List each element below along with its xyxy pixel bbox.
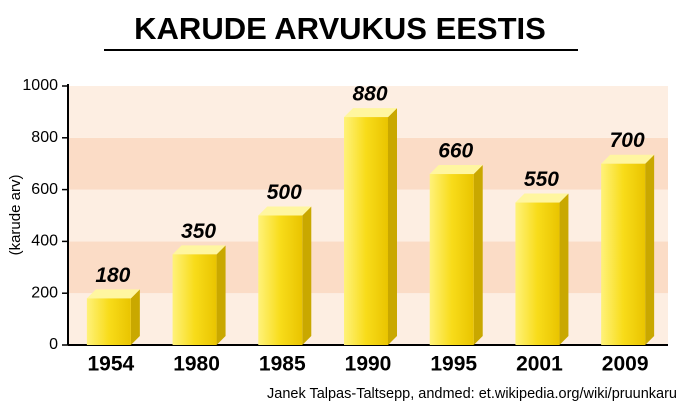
bar-top (601, 154, 655, 164)
y-tick-label: 600 (31, 181, 58, 198)
bar (601, 163, 646, 345)
bar-top (258, 206, 312, 216)
bar-side (559, 193, 569, 345)
x-tick-label: 2001 (516, 353, 563, 376)
bar-group (172, 245, 226, 345)
bar-top (429, 165, 483, 175)
x-tick-label: 1980 (173, 353, 220, 376)
value-label: 350 (181, 220, 216, 243)
x-tick-label: 2009 (602, 353, 649, 376)
bar (86, 298, 131, 345)
bar-group (344, 108, 397, 345)
bar-side (388, 108, 397, 345)
bar (429, 174, 474, 345)
bar (258, 215, 303, 345)
value-label: 880 (352, 83, 387, 106)
bar-side (645, 154, 655, 345)
bar-group (515, 193, 569, 345)
x-tick-label: 1954 (87, 353, 134, 376)
y-tick-label: 1000 (22, 77, 58, 94)
bar-top (515, 193, 569, 203)
bar-group (86, 289, 140, 345)
x-tick-label: 1990 (345, 353, 392, 376)
bar-side (302, 206, 312, 345)
value-label: 180 (95, 264, 130, 287)
bar-top (172, 245, 226, 255)
y-tick-label: 0 (49, 336, 58, 353)
y-axis-label: (karude arv) (7, 175, 24, 256)
bar-side (473, 165, 483, 345)
x-tick-label: 1995 (430, 353, 477, 376)
bar-side (216, 245, 226, 345)
source-note: Janek Talpas-Taltsepp, andmed: et.wikipe… (267, 386, 677, 402)
bar-group (258, 206, 312, 345)
bar-top (86, 289, 140, 299)
y-tick-label: 400 (31, 233, 58, 250)
value-label: 700 (610, 129, 645, 152)
y-tick-label: 200 (31, 284, 58, 301)
bar (515, 202, 560, 345)
bar-group (601, 154, 655, 345)
value-label: 660 (438, 140, 473, 163)
bar-top (344, 108, 397, 118)
bar-group (429, 165, 483, 345)
bar (172, 254, 217, 345)
x-tick-label: 1985 (259, 353, 306, 376)
value-label: 500 (267, 181, 302, 204)
value-label: 550 (524, 168, 559, 191)
bar-side (130, 289, 140, 345)
y-tick-label: 800 (31, 129, 58, 146)
chart-title: KARUDE ARVUKUS EESTIS (134, 11, 546, 46)
bar (344, 117, 388, 345)
